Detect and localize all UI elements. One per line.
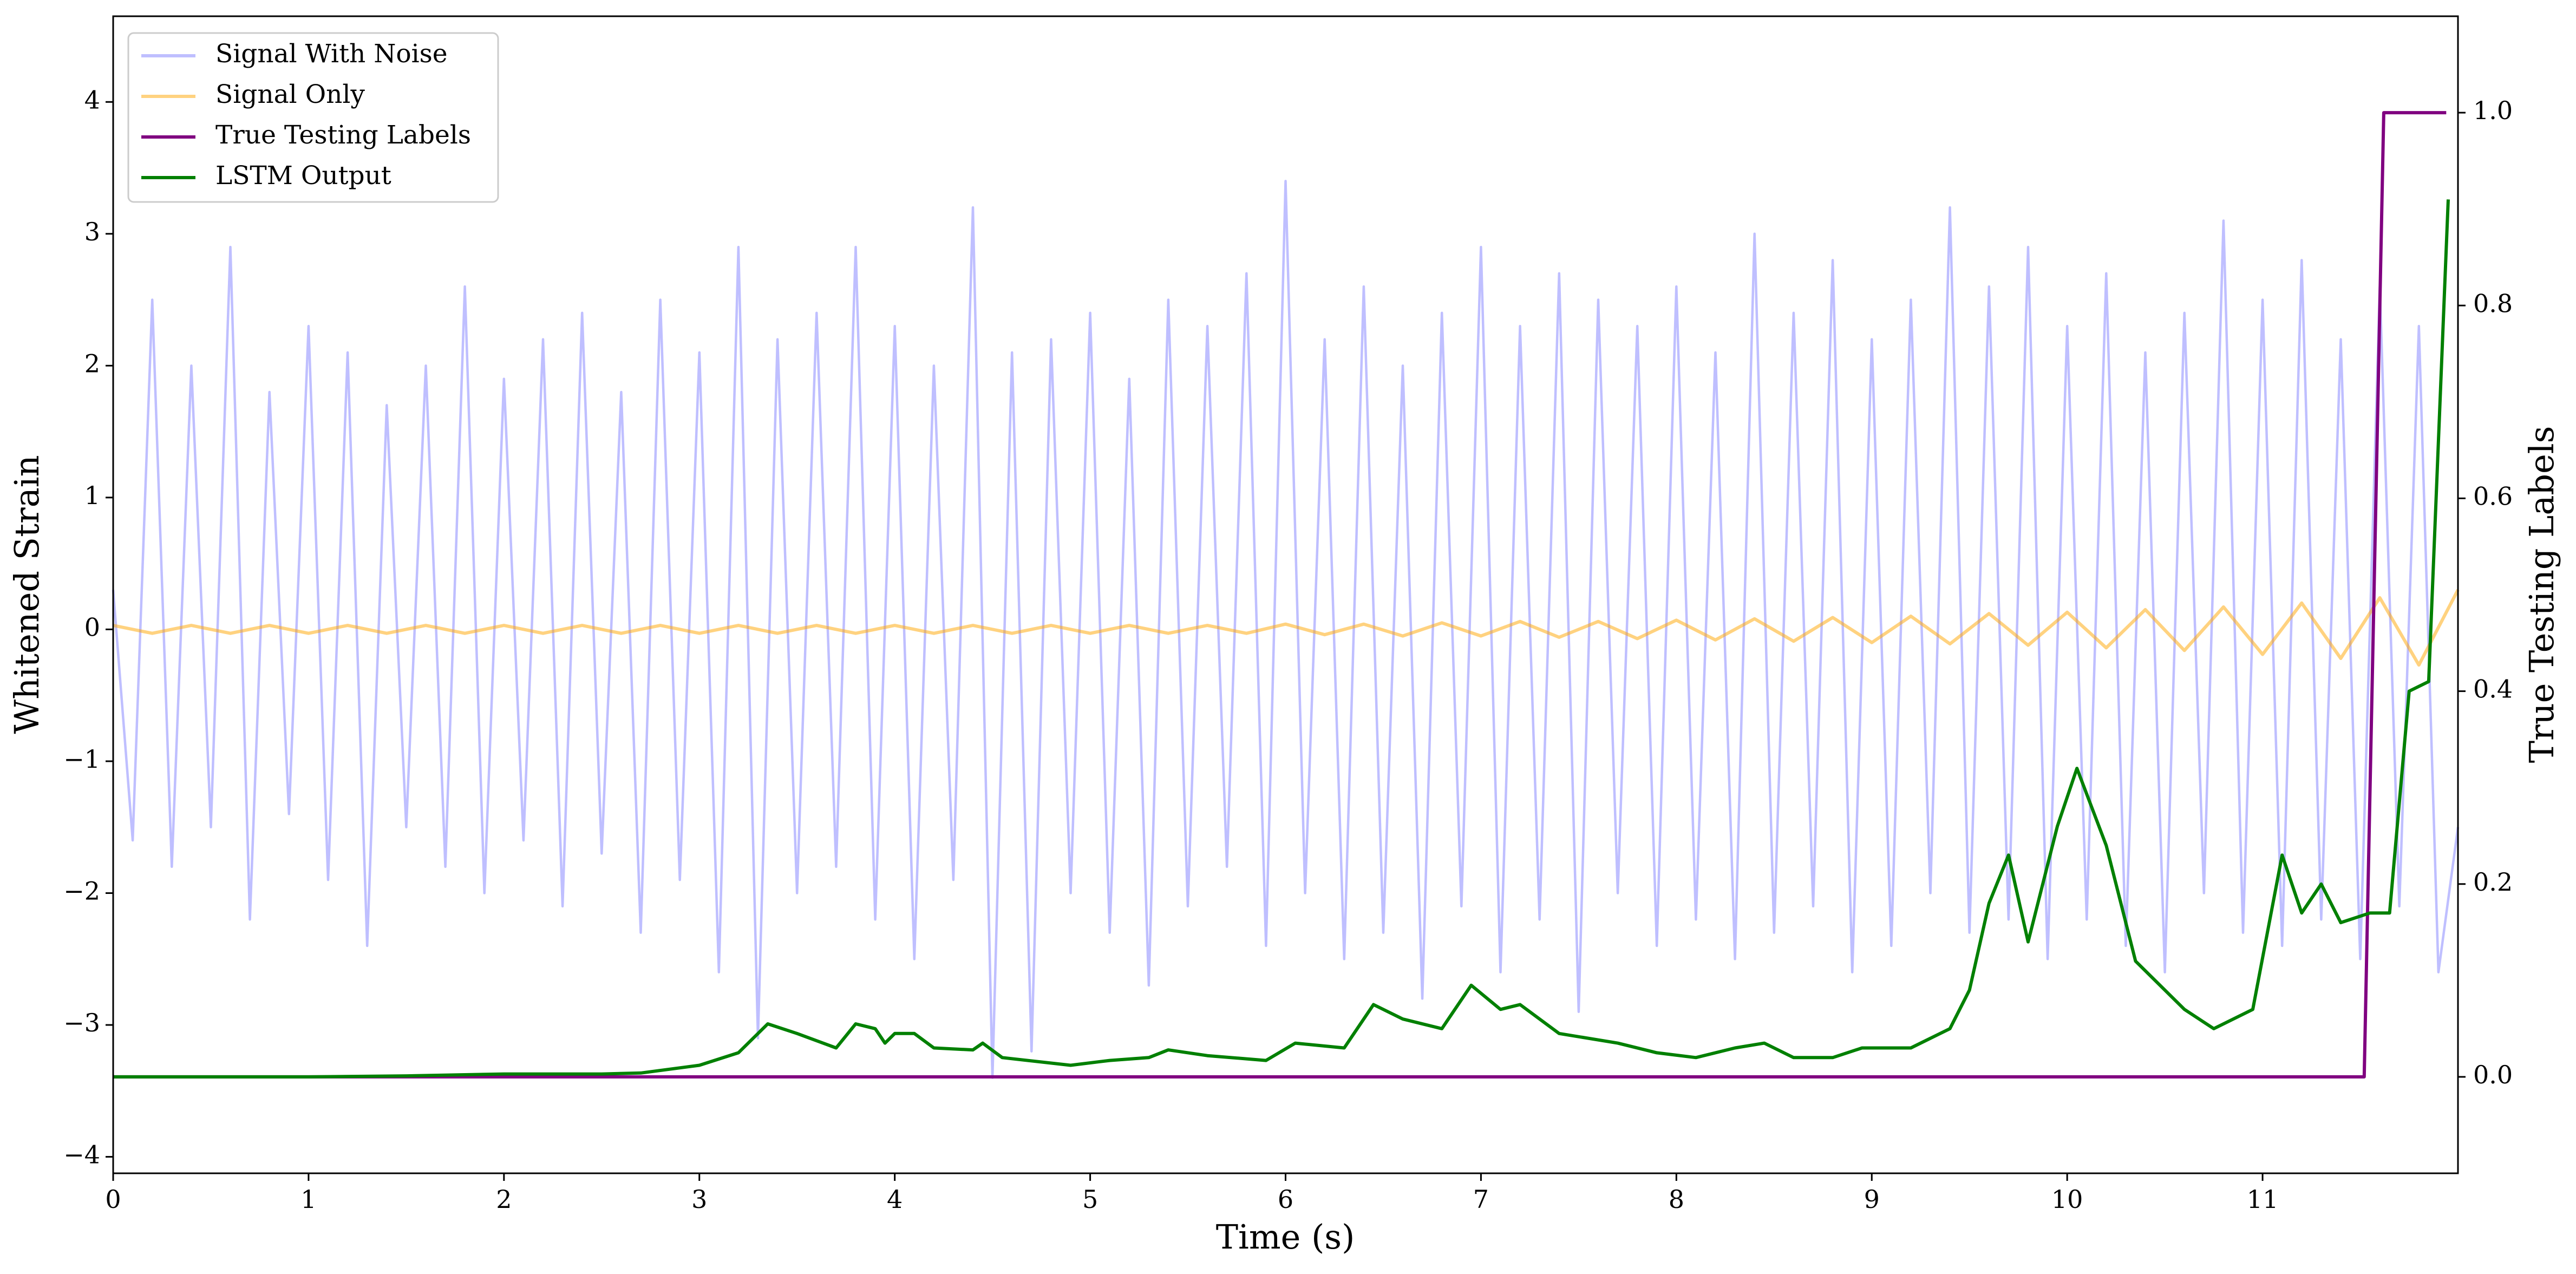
- y-tick-label: 2: [84, 349, 100, 378]
- legend-label: Signal With Noise: [215, 39, 448, 69]
- y-tick-label: −3: [63, 1008, 100, 1037]
- legend-label: LSTM Output: [215, 161, 391, 191]
- x-tick-label: 4: [887, 1185, 903, 1214]
- y-tick-label: 0: [84, 612, 100, 642]
- series-line: [112, 180, 2460, 1079]
- x-tick-label: 1: [300, 1185, 316, 1214]
- y2-tick-label: 0.0: [2473, 1060, 2513, 1089]
- y-tick-label: 4: [84, 85, 100, 114]
- x-tick-label: 3: [691, 1185, 707, 1214]
- series-line: [113, 589, 2460, 667]
- legend-box: [127, 32, 499, 203]
- y2-tick-label: 0.2: [2473, 867, 2513, 897]
- x-tick-label: 11: [2247, 1185, 2279, 1214]
- y-axis-label: Whitened Strain: [7, 455, 47, 734]
- x-axis-label: Time (s): [1216, 1217, 1355, 1257]
- x-tick-label: 9: [1864, 1185, 1880, 1214]
- legend-label: True Testing Labels: [215, 120, 471, 150]
- y-tick-label: 3: [84, 217, 100, 246]
- legend: Signal With Noise Signal Only True Testing…: [127, 32, 499, 203]
- y2-tick-label: 0.8: [2473, 289, 2513, 318]
- y-tick-label: 1: [84, 481, 100, 510]
- y2-tick-label: 0.4: [2473, 675, 2513, 704]
- x-tick-label: 0: [105, 1185, 121, 1214]
- x-tick-label: 8: [1669, 1185, 1684, 1214]
- x-tick-label: 7: [1473, 1185, 1489, 1214]
- y2-tick-label: 1.0: [2473, 96, 2513, 125]
- series-line: [113, 199, 2450, 1079]
- x-tick-label: 2: [496, 1185, 512, 1214]
- legend-label: Signal Only: [215, 80, 365, 109]
- x-tick-label: 10: [2051, 1185, 2083, 1214]
- y-tick-label: −1: [63, 744, 100, 774]
- y-tick-label: −2: [63, 876, 100, 905]
- y2-axis-label: True Testing Labels: [2522, 426, 2561, 763]
- y2-tick-label: 0.6: [2473, 481, 2513, 511]
- series-line: [113, 111, 2447, 1079]
- y-tick-label: −4: [63, 1140, 100, 1170]
- x-tick-label: 6: [1278, 1185, 1293, 1214]
- x-tick-label: 5: [1082, 1185, 1098, 1214]
